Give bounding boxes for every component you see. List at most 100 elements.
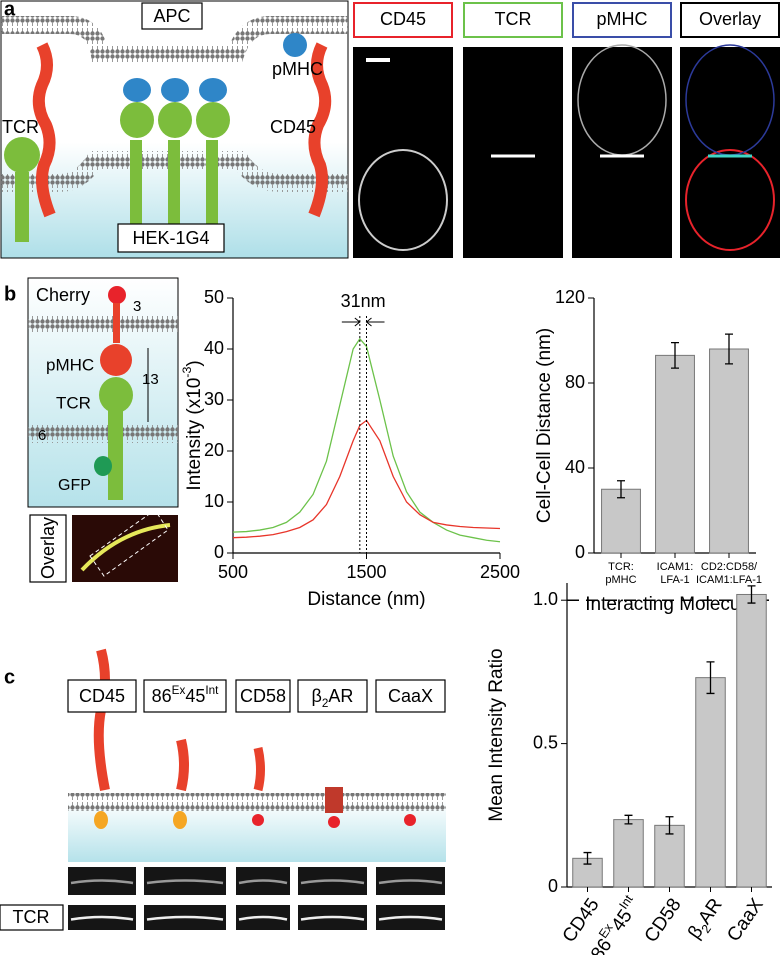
cd45-protein xyxy=(32,42,56,218)
x-tick-label-part: 86 xyxy=(587,935,616,955)
gfp xyxy=(94,456,112,476)
y-tick-label: 30 xyxy=(204,389,224,409)
protein xyxy=(94,811,108,829)
panel-a: APC pMHC TCR CD45 HEK-1G4 a CD45 TCR pMHC O… xyxy=(0,0,780,259)
x-tick-label-part: AR xyxy=(694,895,726,929)
header-box xyxy=(463,2,563,38)
x-tick-label: ICAM1:LFA-1 xyxy=(696,574,762,586)
error-bar xyxy=(665,816,674,835)
error-bar xyxy=(671,341,679,369)
x-tick-label: CD58 xyxy=(641,895,686,947)
header-box xyxy=(680,2,780,38)
pmhc xyxy=(100,344,132,376)
membrane-signal xyxy=(146,879,224,885)
protein xyxy=(176,738,189,792)
construct-label: CD58 xyxy=(240,686,286,706)
y-axis-label: Cell-Cell Distance (nm) xyxy=(534,328,555,523)
construct-label-part: β xyxy=(312,686,322,706)
membrane-signal xyxy=(70,915,134,921)
protein xyxy=(253,747,265,792)
dimension-label: 13 xyxy=(142,371,159,388)
y-tick-label: 40 xyxy=(565,457,585,477)
label-box xyxy=(141,2,203,30)
construct-label: CaaX xyxy=(388,686,433,706)
x-tick-label: TCR: xyxy=(608,561,634,573)
header-box xyxy=(572,2,672,38)
error-bar xyxy=(706,661,715,695)
protein xyxy=(173,811,187,829)
x-tick-label: β2AR xyxy=(684,895,729,945)
x-axis-label: Interacting Molecules xyxy=(585,594,765,615)
error-bar xyxy=(725,333,733,365)
y-tick-label: 80 xyxy=(565,372,585,392)
series-line xyxy=(232,337,501,543)
construct-labels: CD45 86Ex45Int CD58 β2AR CaaX xyxy=(67,679,446,930)
pmhc-label: pMHC xyxy=(272,59,323,79)
construct-label-part: 45 xyxy=(185,686,205,706)
y-tick-label: 20 xyxy=(204,440,224,460)
image-header: TCR xyxy=(495,9,532,29)
x-axis-label: Distance (nm) xyxy=(307,589,425,610)
bar xyxy=(655,354,695,554)
x-tick-label: LFA-1 xyxy=(660,574,689,586)
series-line xyxy=(232,419,501,539)
y-axis-label-part: ) xyxy=(184,360,205,366)
panel-label: c xyxy=(4,666,15,688)
apc-label: APC xyxy=(153,6,190,26)
label-box xyxy=(67,679,137,713)
error-bar xyxy=(624,814,633,825)
membrane xyxy=(28,425,178,443)
scale-bar xyxy=(366,58,390,62)
tcr xyxy=(99,377,133,413)
panel-label: a xyxy=(4,0,16,20)
image-header: pMHC xyxy=(596,9,647,29)
dimension-label: 3 xyxy=(133,298,141,315)
bar xyxy=(709,348,749,554)
y-tick-label: 0 xyxy=(575,542,585,562)
cell-outline xyxy=(685,149,775,251)
cherry-label: Cherry xyxy=(36,285,90,305)
y-tick-label: 0 xyxy=(548,876,558,896)
construct-label-part: AR xyxy=(328,686,353,706)
x-tick-label: ICAM1: xyxy=(657,561,694,573)
x-tick-label: CD2:CD58/ xyxy=(701,561,758,573)
bar xyxy=(736,593,767,888)
error-bar xyxy=(617,480,625,499)
label-box xyxy=(0,904,64,931)
error-bar xyxy=(583,851,592,865)
dimension-label: 6 xyxy=(38,427,46,444)
gfp-label: GFP xyxy=(58,477,91,494)
bar xyxy=(654,824,685,888)
membrane-signal xyxy=(80,523,171,572)
cherry xyxy=(108,286,126,304)
image-header: CD45 xyxy=(380,9,426,29)
membrane-signal xyxy=(300,879,365,885)
membrane-signal xyxy=(70,879,134,885)
annotation: 31nm xyxy=(341,291,386,311)
image-header: Overlay xyxy=(699,9,761,29)
bar xyxy=(613,819,644,888)
y-tick-label: 10 xyxy=(204,491,224,511)
x-tick-label: 1500 xyxy=(346,562,386,582)
construct-label-part: 86 xyxy=(152,686,172,706)
panel-c: c TCR CD45 86Ex45Int CD58 β2AR CaaX xyxy=(0,648,446,931)
hek-label: HEK-1G4 xyxy=(132,228,209,248)
error-bar xyxy=(747,585,756,604)
membrane-signal xyxy=(146,915,224,921)
construct-label-part: Ex xyxy=(172,684,186,697)
y-tick-label: 50 xyxy=(204,287,224,307)
bar xyxy=(601,488,641,554)
micrograph xyxy=(463,47,563,258)
tcr-label: TCR xyxy=(2,117,39,137)
roi xyxy=(89,509,169,577)
micrographs: CD45 TCR pMHC Overlay xyxy=(353,2,780,258)
protein xyxy=(252,814,264,826)
membrane-signal xyxy=(378,915,443,921)
x-tick-label: 500 xyxy=(218,562,248,582)
construct-label-part: 2 xyxy=(322,697,329,710)
construct-label: CD45 xyxy=(79,686,125,706)
cd45-protein xyxy=(308,42,332,218)
y-tick-label: 1.0 xyxy=(533,589,558,609)
apc-membrane xyxy=(1,16,348,64)
x-tick-label: pMHC xyxy=(605,574,636,586)
